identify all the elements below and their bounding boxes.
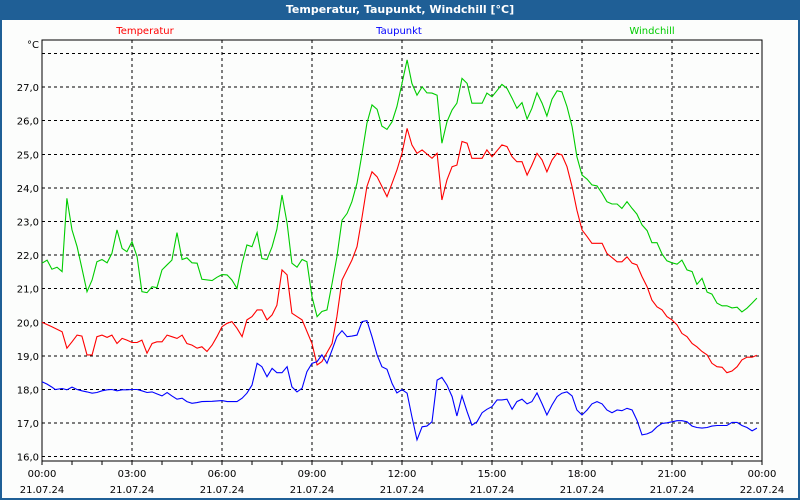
x-tick-date: 21.07.24	[290, 485, 335, 496]
x-tick-time: 03:00	[118, 469, 147, 480]
x-tick-date: 21.07.24	[200, 485, 245, 496]
plot-frame	[41, 39, 763, 462]
y-tick-label: 17,0	[17, 419, 39, 430]
y-axis-unit: °C	[27, 40, 39, 51]
legend-windchill: Windchill	[629, 26, 674, 37]
y-tick-label: 23,0	[17, 218, 39, 229]
y-tick-label: 25,0	[17, 150, 39, 161]
x-tick-time: 18:00	[568, 469, 597, 480]
legend-temperatur: Temperatur	[115, 26, 174, 37]
y-tick-label: 16,0	[17, 453, 39, 464]
series-line-windchill	[41, 59, 758, 318]
window-title: Temperatur, Taupunkt, Windchill [°C]	[2, 0, 798, 20]
series-line-temperatur	[41, 128, 758, 374]
y-tick-label: 26,0	[17, 117, 39, 128]
y-tick-label: 22,0	[17, 251, 39, 262]
x-tick-time: 06:00	[208, 469, 237, 480]
x-tick-date: 21.07.24	[110, 485, 155, 496]
y-tick-label: 24,0	[17, 184, 39, 195]
y-tick-label: 19,0	[17, 352, 39, 363]
series-line-taupunkt	[41, 319, 758, 442]
y-tick-label: 27,0	[17, 83, 39, 94]
x-tick-date: 21.07.24	[380, 485, 425, 496]
x-tick-date: 21.07.24	[560, 485, 605, 496]
y-tick-label: 21,0	[17, 285, 39, 296]
x-tick-date: 21.07.24	[20, 485, 65, 496]
x-tick-time: 15:00	[478, 469, 507, 480]
x-tick-time: 21:00	[658, 469, 687, 480]
x-tick-date: 21.07.24	[470, 485, 515, 496]
y-tick-label: 20,0	[17, 318, 39, 329]
x-tick-time: 09:00	[298, 469, 327, 480]
x-tick-time: 00:00	[28, 469, 57, 480]
x-tick-date: 21.07.24	[650, 485, 695, 496]
x-tick-time: 00:00	[748, 469, 777, 480]
legend-taupunkt: Taupunkt	[375, 26, 422, 37]
y-tick-label: 18,0	[17, 386, 39, 397]
x-tick-time: 12:00	[388, 469, 417, 480]
x-tick-date: 22.07.24	[740, 485, 785, 496]
